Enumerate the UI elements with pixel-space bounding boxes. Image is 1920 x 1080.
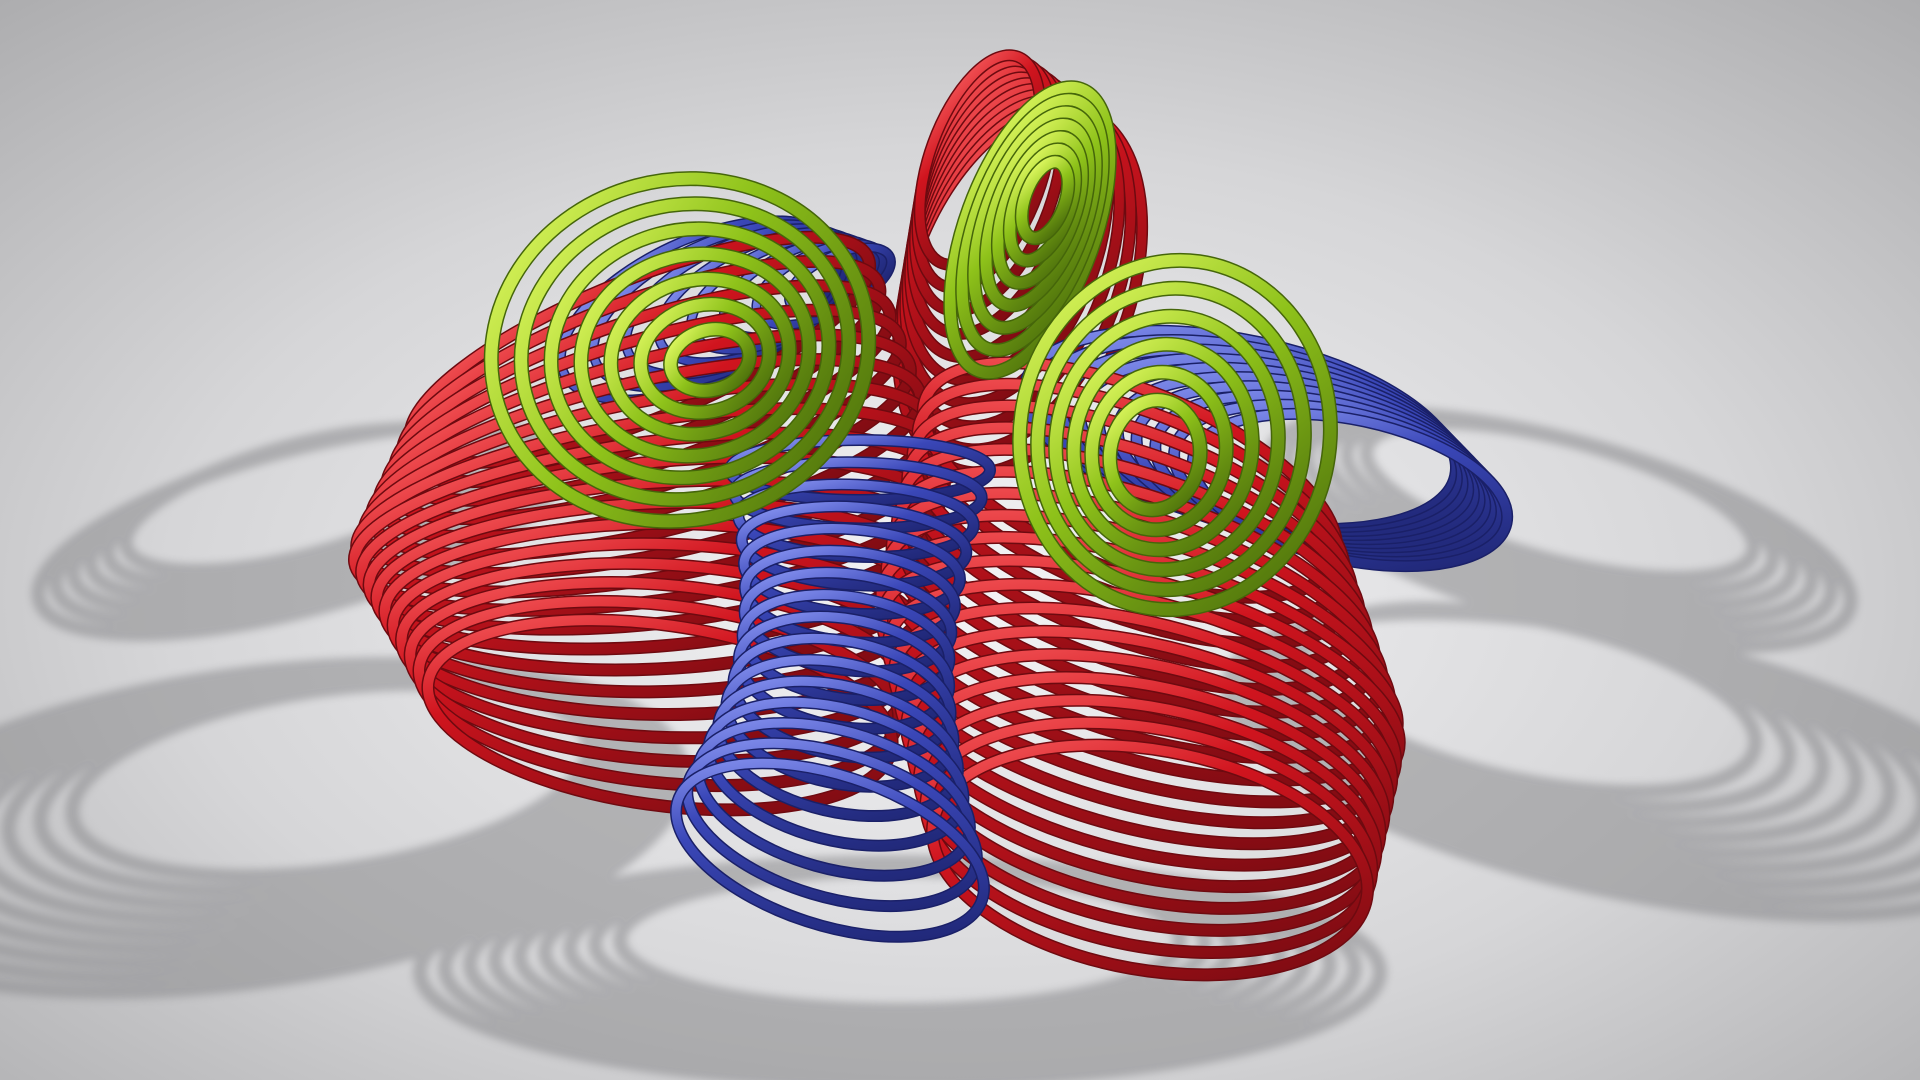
blue-ring [735, 500, 973, 592]
green-ring [663, 321, 757, 399]
blue-ring [738, 566, 958, 678]
green-ring [1066, 336, 1260, 558]
blue-ring [736, 588, 956, 707]
spring-sculpture [347, 49, 1514, 982]
green-ring [1012, 252, 1338, 618]
green-ring [1002, 142, 1083, 268]
green-ring [513, 196, 857, 508]
shadow-ring [413, 855, 1387, 1080]
green-ring [1014, 154, 1076, 246]
green-ring [1030, 280, 1312, 598]
green-ring [483, 171, 877, 529]
green-ring [1084, 364, 1234, 538]
green-ring [543, 221, 837, 486]
green-ring [603, 271, 797, 442]
blue-ring [670, 757, 990, 943]
green-ring [573, 246, 817, 464]
green-ring [1102, 392, 1208, 518]
green-ring [1048, 308, 1286, 578]
green-ring [633, 296, 777, 421]
